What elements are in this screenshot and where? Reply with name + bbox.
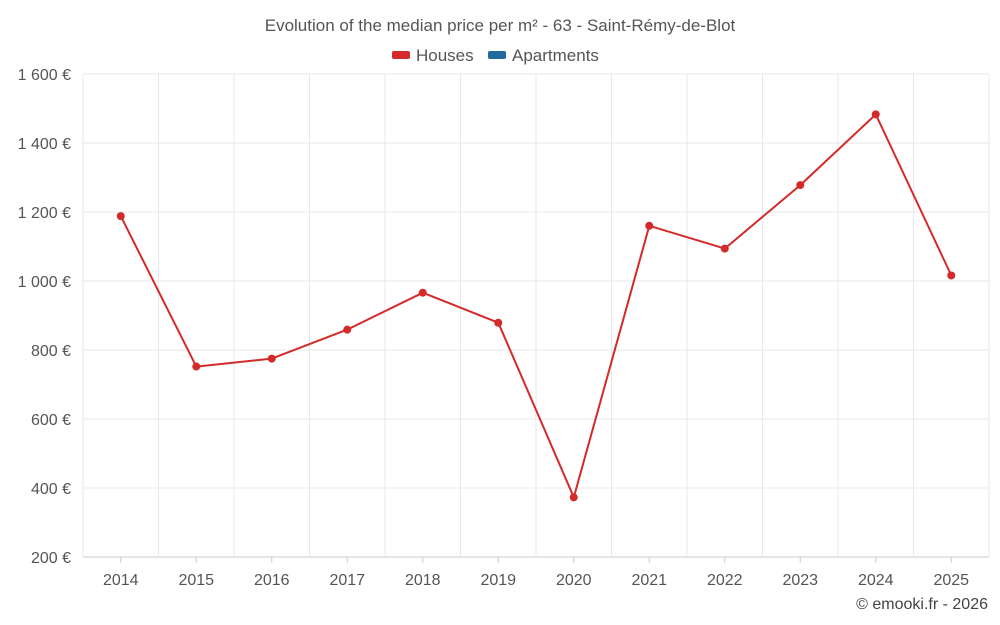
x-tick-label: 2020 xyxy=(556,572,592,589)
legend-swatch-houses xyxy=(392,51,410,59)
data-point-houses[interactable] xyxy=(871,110,880,119)
data-point-houses[interactable] xyxy=(267,354,276,363)
legend-label-houses: Houses xyxy=(416,46,474,65)
legend-item-houses[interactable]: Houses xyxy=(392,46,474,65)
data-point-houses[interactable] xyxy=(192,362,201,371)
data-point-houses[interactable] xyxy=(796,181,805,190)
series-houses xyxy=(116,110,956,502)
data-point-houses[interactable] xyxy=(494,318,503,327)
y-tick-label: 200 € xyxy=(31,550,71,567)
x-tick-label: 2023 xyxy=(782,572,818,589)
data-point-houses[interactable] xyxy=(116,212,125,221)
series-line-houses xyxy=(119,113,953,499)
data-point-houses[interactable] xyxy=(720,244,729,253)
data-point-houses[interactable] xyxy=(645,221,654,230)
x-tick-label: 2018 xyxy=(405,572,441,589)
x-tick-label: 2016 xyxy=(254,572,290,589)
y-tick-label: 1 600 € xyxy=(18,67,71,84)
x-axis-ticks: 2014 2015 2016 2017 2018 2019 2020 2021 2022 2023… xyxy=(103,557,969,589)
y-tick-label: 1 000 € xyxy=(18,274,71,291)
x-tick-label: 2025 xyxy=(933,572,969,589)
credit-text: © emooki.fr - 2026 xyxy=(856,596,988,613)
x-tick-label: 2014 xyxy=(103,572,139,589)
y-tick-label: 600 € xyxy=(31,412,71,429)
x-tick-label: 2021 xyxy=(631,572,667,589)
legend-label-apartments: Apartments xyxy=(512,46,599,65)
legend-swatch-apartments xyxy=(488,51,506,59)
y-tick-label: 1 400 € xyxy=(18,136,71,153)
x-tick-label: 2024 xyxy=(858,572,894,589)
data-point-houses[interactable] xyxy=(343,325,352,334)
data-point-houses[interactable] xyxy=(947,271,956,280)
x-tick-label: 2019 xyxy=(480,572,516,589)
legend: Houses Apartments xyxy=(392,46,599,65)
y-tick-label: 800 € xyxy=(31,343,71,360)
x-tick-label: 2017 xyxy=(329,572,365,589)
y-tick-label: 1 200 € xyxy=(18,205,71,222)
x-tick-label: 2022 xyxy=(707,572,743,589)
data-point-houses[interactable] xyxy=(418,288,427,297)
y-axis-ticks: 200 € 400 € 600 € 800 € 1 000 € 1 200 € 1 400 … xyxy=(18,67,71,567)
x-tick-label: 2015 xyxy=(178,572,214,589)
legend-item-apartments[interactable]: Apartments xyxy=(488,46,599,65)
chart-title: Evolution of the median price per m² - 6… xyxy=(265,16,736,35)
data-point-houses[interactable] xyxy=(569,493,578,502)
gridlines xyxy=(82,73,990,558)
y-tick-label: 400 € xyxy=(31,481,71,498)
